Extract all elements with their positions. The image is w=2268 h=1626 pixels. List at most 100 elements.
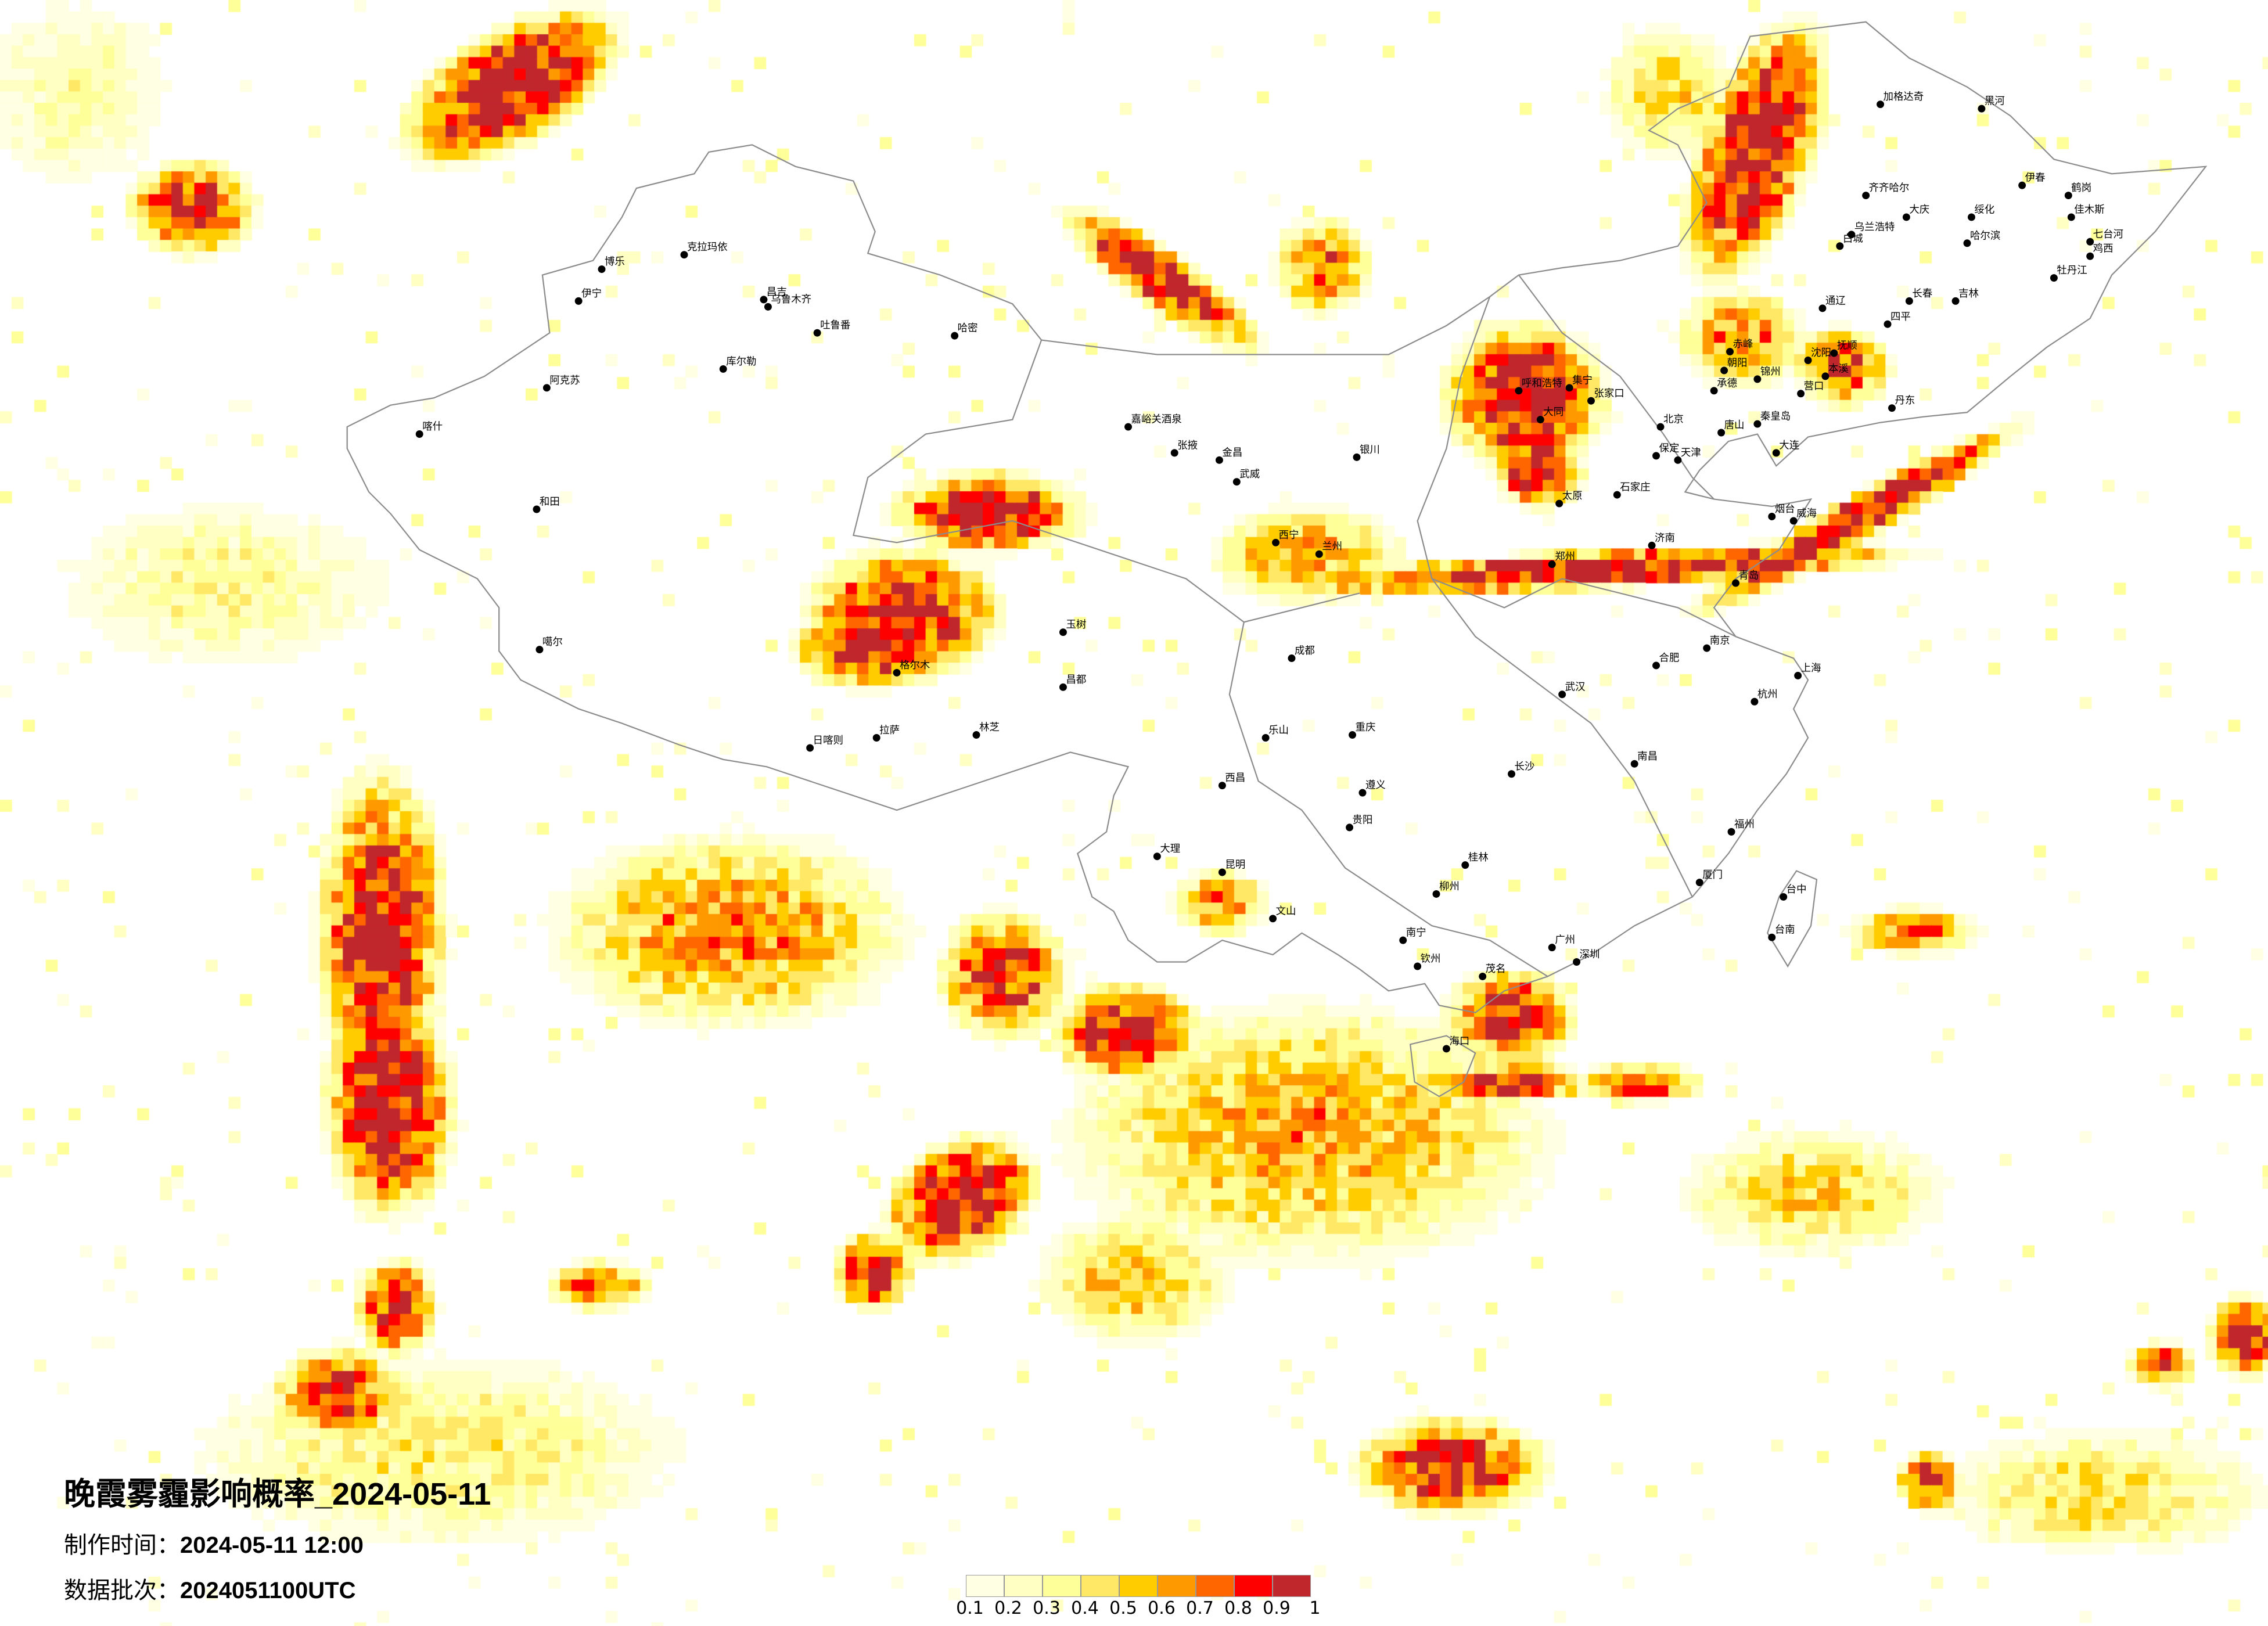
city-label: 张家口 [1594, 388, 1624, 400]
city-label: 台中 [1787, 884, 1807, 895]
city-dot [1732, 579, 1739, 587]
city-dot [1232, 478, 1241, 486]
city-dot [1652, 661, 1660, 670]
city-marker: 赤峰 [1726, 339, 1753, 356]
city-marker: 集宁 [1565, 375, 1593, 392]
city-marker: 通辽 [1818, 295, 1846, 312]
city-label: 嘉峪关酒泉 [1131, 414, 1182, 426]
city-label: 合肥 [1659, 653, 1680, 664]
legend-tick-label: 1 [1309, 1598, 1321, 1618]
city-marker: 营口 [1797, 380, 1824, 398]
city-marker: 伊春 [2018, 172, 2045, 189]
city-label: 青岛 [1739, 570, 1759, 582]
city-dot [1772, 449, 1780, 457]
province-boundary [1417, 296, 1693, 897]
city-dot [972, 731, 980, 739]
city-marker: 本溪 [1821, 363, 1849, 380]
city-dot [1794, 671, 1802, 679]
city-marker: 牡丹江 [2050, 265, 2087, 282]
city-marker: 四平 [1884, 311, 1911, 328]
city-dot [1821, 372, 1830, 380]
city-dot [1218, 782, 1226, 790]
city-label: 文山 [1276, 905, 1296, 917]
city-dot [760, 296, 768, 304]
city-marker: 格尔木 [893, 660, 930, 677]
legend-swatch [1043, 1575, 1081, 1597]
city-dot [1124, 423, 1133, 431]
city-marker: 台中 [1780, 884, 1807, 901]
city-label: 重庆 [1356, 722, 1376, 733]
city-label: 营口 [1804, 380, 1824, 392]
data-batch-label: 数据批次： [64, 1578, 180, 1603]
city-label: 日喀则 [813, 735, 843, 746]
city-dot [1905, 297, 1913, 305]
city-label: 博乐 [605, 256, 625, 268]
city-label: 长沙 [1514, 761, 1534, 772]
city-marker: 加格达奇 [1877, 91, 1924, 109]
city-label: 林芝 [979, 722, 1000, 733]
city-marker: 呼和浩特 [1515, 377, 1562, 395]
city-marker: 张家口 [1587, 388, 1624, 405]
city-label: 乌兰浩特 [1854, 221, 1895, 233]
city-marker: 台南 [1768, 924, 1795, 941]
country-boundary [1767, 870, 1818, 968]
province-boundary [1518, 274, 1715, 500]
production-time: 制作时间：2024-05-11 12:00 [64, 1526, 364, 1560]
city-label: 南宁 [1406, 927, 1426, 939]
city-marker: 和田 [533, 497, 560, 513]
city-label: 成都 [1295, 645, 1315, 657]
city-marker: 阿克苏 [542, 375, 580, 392]
city-dot [1789, 517, 1798, 525]
city-label: 桂林 [1468, 852, 1489, 864]
city-dot [1804, 357, 1812, 364]
legend-tick-label: 0.6 [1148, 1598, 1176, 1618]
city-marker: 伊宁 [574, 288, 602, 305]
city-marker: 烟台 [1768, 503, 1795, 520]
city-dot [1710, 387, 1718, 395]
city-dot [806, 744, 814, 752]
city-marker: 厦门 [1695, 869, 1723, 887]
city-label: 西昌 [1225, 772, 1245, 784]
city-dot [1877, 100, 1885, 109]
legend-tick-label: 0.9 [1263, 1598, 1291, 1618]
city-dot [2086, 238, 2094, 246]
city-label: 南京 [1710, 635, 1730, 647]
city-marker: 昆明 [1218, 859, 1245, 876]
city-marker: 桂林 [1461, 852, 1489, 869]
city-label: 七台河 [2093, 229, 2123, 240]
data-batch: 数据批次：2024051100UTC [64, 1571, 355, 1605]
legend-tick-label: 0.1 [956, 1598, 984, 1618]
city-dot [893, 668, 901, 677]
city-label: 绥化 [1974, 204, 1994, 215]
city-dot [2018, 181, 2026, 189]
city-label: 哈密 [958, 323, 978, 334]
city-label: 朝阳 [1727, 357, 1748, 369]
city-marker: 西昌 [1218, 772, 1245, 790]
city-label: 北京 [1663, 414, 1684, 426]
city-marker: 博乐 [598, 256, 625, 274]
city-label: 承德 [1717, 377, 1737, 389]
city-label: 武威 [1239, 469, 1260, 480]
city-marker: 乌鲁木齐 [764, 294, 811, 311]
city-dot [1548, 944, 1556, 952]
city-marker: 佳木斯 [2067, 204, 2105, 221]
legend-swatch [1158, 1575, 1196, 1597]
city-label: 白城 [1843, 233, 1863, 244]
city-label: 伊春 [2025, 172, 2046, 184]
city-dot [1963, 239, 1971, 247]
city-marker: 锦州 [1753, 366, 1781, 383]
city-dot [1753, 420, 1762, 428]
legend-swatch [966, 1575, 1004, 1597]
city-marker: 朝阳 [1720, 357, 1748, 375]
city-marker: 吐鲁番 [813, 320, 850, 337]
city-marker: 威海 [1789, 508, 1817, 525]
city-marker: 杭州 [1751, 689, 1778, 706]
city-dot [764, 303, 772, 311]
city-label: 石家庄 [1620, 482, 1650, 494]
city-dot [1751, 697, 1759, 706]
city-dot [1726, 348, 1734, 356]
city-marker: 保定 [1652, 443, 1679, 460]
city-label: 拉萨 [879, 725, 900, 736]
city-marker: 南昌 [1630, 751, 1658, 768]
